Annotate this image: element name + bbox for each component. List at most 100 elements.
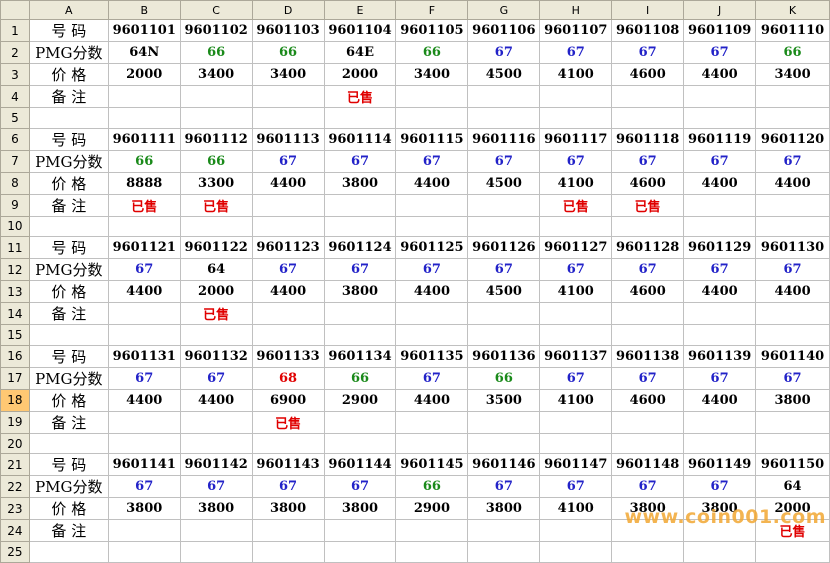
cell-h6[interactable]: 9601117 <box>539 127 613 151</box>
row-header-7[interactable]: 7 <box>0 149 30 173</box>
cell-b8[interactable]: 8888 <box>107 171 181 195</box>
cell-j25[interactable] <box>683 541 757 563</box>
cell-d16[interactable]: 9601133 <box>251 344 325 368</box>
cell-k5[interactable] <box>755 107 830 129</box>
cell-i15[interactable] <box>611 324 685 346</box>
cell-k24[interactable]: 已售 <box>755 519 830 543</box>
cell-j9[interactable] <box>683 193 757 217</box>
cell-a20[interactable] <box>28 432 109 455</box>
cell-g11[interactable]: 9601126 <box>467 236 541 260</box>
cell-e24[interactable] <box>323 519 397 543</box>
cell-j24[interactable] <box>683 519 757 543</box>
row-header-24[interactable]: 24 <box>0 519 30 543</box>
cell-k3[interactable]: 3400 <box>755 63 830 86</box>
cell-j7[interactable]: 67 <box>683 149 757 173</box>
cell-k23[interactable]: 2000 <box>755 497 830 521</box>
cell-k1[interactable]: 9601110 <box>755 19 830 42</box>
cell-e5[interactable] <box>323 107 397 129</box>
column-header-f[interactable]: F <box>395 0 469 20</box>
row-header-15[interactable]: 15 <box>0 324 30 346</box>
cell-i23[interactable]: 3800 <box>611 497 685 521</box>
row-header-14[interactable]: 14 <box>0 302 30 326</box>
cell-f2[interactable]: 66 <box>395 41 469 64</box>
column-header-b[interactable]: B <box>107 0 181 20</box>
cell-f16[interactable]: 9601135 <box>395 344 469 368</box>
cell-a1[interactable]: 号 码 <box>28 19 109 42</box>
cell-f19[interactable] <box>395 410 469 434</box>
cell-f6[interactable]: 9601115 <box>395 127 469 151</box>
cell-f18[interactable]: 4400 <box>395 388 469 412</box>
cell-a13[interactable]: 价 格 <box>28 280 109 304</box>
cell-c13[interactable]: 2000 <box>179 280 253 304</box>
cell-f8[interactable]: 4400 <box>395 171 469 195</box>
cell-d17[interactable]: 68 <box>251 366 325 390</box>
cell-k16[interactable]: 9601140 <box>755 344 830 368</box>
cell-f22[interactable]: 66 <box>395 475 469 499</box>
cell-i25[interactable] <box>611 541 685 563</box>
row-header-20[interactable]: 20 <box>0 432 30 455</box>
cell-k25[interactable] <box>755 541 830 563</box>
cell-b22[interactable]: 67 <box>107 475 181 499</box>
cell-i20[interactable] <box>611 432 685 455</box>
column-header-h[interactable]: H <box>539 0 613 20</box>
row-header-5[interactable]: 5 <box>0 107 30 129</box>
cell-d8[interactable]: 4400 <box>251 171 325 195</box>
cell-a25[interactable] <box>28 541 109 563</box>
cell-a24[interactable]: 备 注 <box>28 519 109 543</box>
cell-i18[interactable]: 4600 <box>611 388 685 412</box>
cell-d3[interactable]: 3400 <box>251 63 325 86</box>
cell-c4[interactable] <box>179 85 253 108</box>
cell-h9[interactable]: 已售 <box>539 193 613 217</box>
cell-h18[interactable]: 4100 <box>539 388 613 412</box>
row-header-21[interactable]: 21 <box>0 453 30 477</box>
cell-h19[interactable] <box>539 410 613 434</box>
row-header-10[interactable]: 10 <box>0 215 30 238</box>
cell-e10[interactable] <box>323 215 397 238</box>
cell-g18[interactable]: 3500 <box>467 388 541 412</box>
cell-h23[interactable]: 4100 <box>539 497 613 521</box>
cell-j15[interactable] <box>683 324 757 346</box>
cell-b24[interactable] <box>107 519 181 543</box>
cell-j17[interactable]: 67 <box>683 366 757 390</box>
cell-g20[interactable] <box>467 432 541 455</box>
cell-f5[interactable] <box>395 107 469 129</box>
cell-f3[interactable]: 3400 <box>395 63 469 86</box>
cell-e6[interactable]: 9601114 <box>323 127 397 151</box>
cell-k11[interactable]: 9601130 <box>755 236 830 260</box>
cell-e3[interactable]: 2000 <box>323 63 397 86</box>
cell-d15[interactable] <box>251 324 325 346</box>
cell-g2[interactable]: 67 <box>467 41 541 64</box>
cell-i9[interactable]: 已售 <box>611 193 685 217</box>
cell-b1[interactable]: 9601101 <box>107 19 181 42</box>
cell-f12[interactable]: 67 <box>395 258 469 282</box>
cell-f24[interactable] <box>395 519 469 543</box>
cell-c23[interactable]: 3800 <box>179 497 253 521</box>
cell-a14[interactable]: 备 注 <box>28 302 109 326</box>
column-header-j[interactable]: J <box>683 0 757 20</box>
cell-e21[interactable]: 9601144 <box>323 453 397 477</box>
cell-e22[interactable]: 67 <box>323 475 397 499</box>
cell-j12[interactable]: 67 <box>683 258 757 282</box>
cell-g1[interactable]: 9601106 <box>467 19 541 42</box>
row-header-25[interactable]: 25 <box>0 541 30 563</box>
cell-g22[interactable]: 67 <box>467 475 541 499</box>
cell-d24[interactable] <box>251 519 325 543</box>
cell-h17[interactable]: 67 <box>539 366 613 390</box>
cell-b5[interactable] <box>107 107 181 129</box>
column-header-a[interactable]: A <box>28 0 109 20</box>
cell-c24[interactable] <box>179 519 253 543</box>
row-header-11[interactable]: 11 <box>0 236 30 260</box>
cell-i17[interactable]: 67 <box>611 366 685 390</box>
cell-b12[interactable]: 67 <box>107 258 181 282</box>
cell-c11[interactable]: 9601122 <box>179 236 253 260</box>
row-header-6[interactable]: 6 <box>0 127 30 151</box>
cell-c10[interactable] <box>179 215 253 238</box>
cell-k2[interactable]: 66 <box>755 41 830 64</box>
cell-b9[interactable]: 已售 <box>107 193 181 217</box>
cell-f20[interactable] <box>395 432 469 455</box>
cell-e25[interactable] <box>323 541 397 563</box>
row-header-8[interactable]: 8 <box>0 171 30 195</box>
cell-d6[interactable]: 9601113 <box>251 127 325 151</box>
cell-d7[interactable]: 67 <box>251 149 325 173</box>
cell-k10[interactable] <box>755 215 830 238</box>
